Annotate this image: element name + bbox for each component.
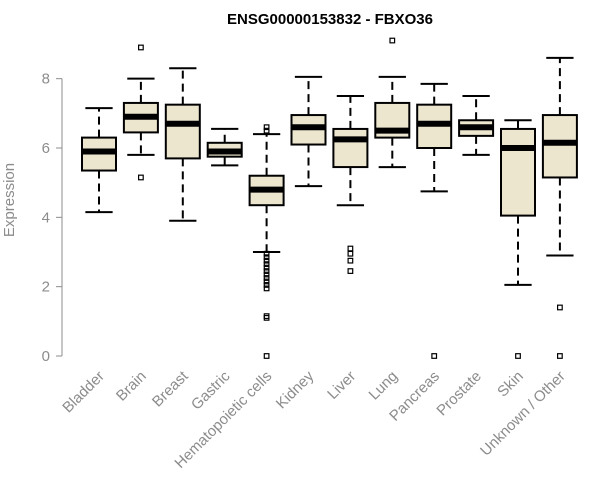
box-hematopoietic-cells [248, 124, 285, 359]
box-breast [164, 67, 201, 222]
x-tick-label: Prostate [433, 368, 485, 420]
outlier-point [263, 278, 270, 285]
outlier-point [263, 124, 270, 131]
outlier-point [263, 271, 270, 278]
box-liver [332, 95, 369, 274]
x-tick-label: Bladder [59, 368, 108, 417]
y-tick-label: 4 [42, 209, 50, 226]
x-tick-label: Lung [366, 368, 402, 404]
boxes-group [81, 37, 578, 359]
box-skin [500, 119, 536, 359]
iqr-box [500, 127, 536, 217]
outlier-point [263, 254, 270, 261]
chart-title: ENSG00000153832 - FBXO36 [227, 11, 433, 28]
y-tick-label: 2 [42, 279, 50, 296]
outlier-point [347, 245, 354, 252]
iqr-box [164, 103, 201, 160]
y-tick-label: 6 [42, 140, 50, 157]
box-unknown-other [541, 56, 578, 359]
outlier-point [556, 304, 563, 311]
outlier-point [138, 174, 144, 181]
outlier-point [263, 268, 270, 274]
outlier-point [263, 127, 270, 134]
outlier-point [263, 264, 270, 271]
outlier-point [556, 353, 563, 359]
x-tick-label: Breast [149, 367, 192, 410]
outlier-point [263, 250, 270, 257]
iqr-box [332, 127, 369, 169]
outlier-point [263, 275, 270, 281]
y-axis-label: Expression [1, 163, 18, 237]
outlier-point [347, 257, 354, 264]
box-pancreas [416, 82, 453, 359]
outlier-point [263, 282, 270, 288]
outlier-point [431, 353, 438, 359]
outlier-point [389, 37, 396, 44]
x-tick-label: Kidney [273, 367, 318, 412]
box-bladder [81, 107, 117, 214]
outlier-point [263, 314, 270, 321]
box-kidney [290, 75, 327, 188]
outlier-point [515, 353, 521, 359]
y-tick-label: 0 [42, 348, 50, 365]
x-tick-label: Liver [324, 368, 359, 403]
box-gastric [206, 127, 243, 167]
outlier-point [263, 285, 270, 292]
outlier-point [263, 353, 270, 359]
x-tick-label: Skin [494, 368, 527, 401]
box-lung [374, 37, 411, 169]
y-axis: 0 2 4 6 8 [42, 71, 63, 365]
box-prostate [458, 95, 495, 156]
outlier-point [263, 261, 270, 268]
box-brain [122, 44, 159, 181]
y-tick-label: 8 [42, 71, 50, 88]
outlier-point [138, 44, 144, 51]
outlier-point [347, 250, 354, 257]
outlier-point [347, 268, 354, 274]
x-tick-label: Brain [113, 368, 150, 405]
iqr-box [541, 114, 578, 179]
outlier-point [263, 257, 270, 264]
